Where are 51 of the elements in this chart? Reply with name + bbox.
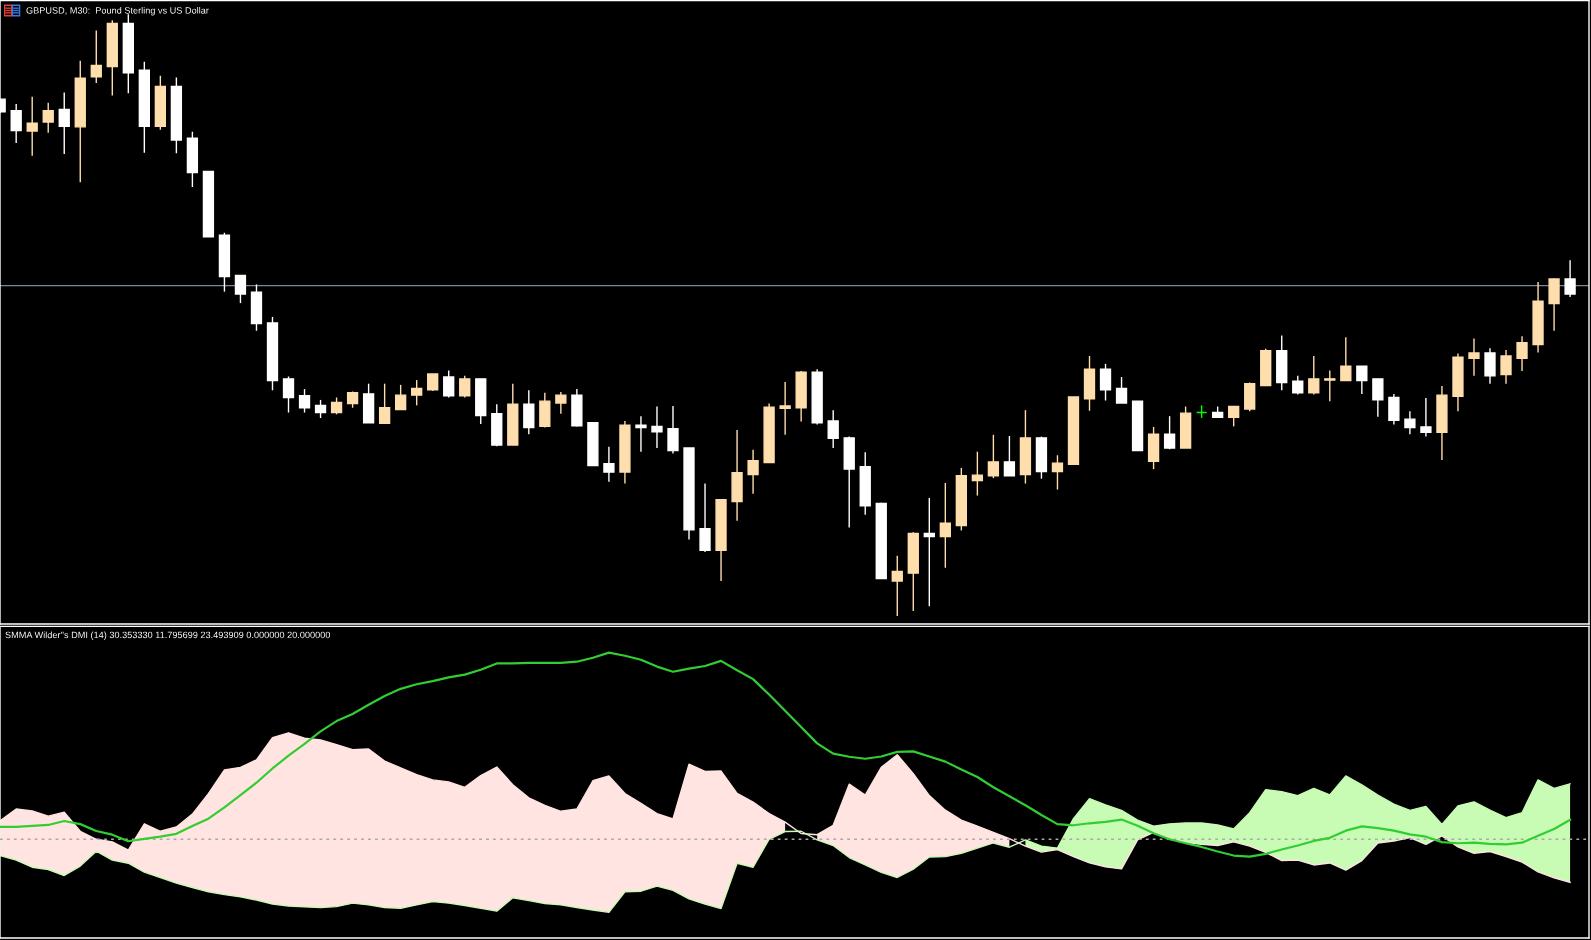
candlestick — [747, 449, 759, 495]
candlestick — [314, 399, 327, 419]
candlestick — [298, 388, 311, 414]
candlestick — [1484, 347, 1496, 385]
candlestick — [923, 497, 935, 607]
candlestick — [1308, 355, 1320, 396]
candlestick — [667, 405, 679, 455]
candlestick — [443, 369, 455, 399]
candlestick — [1356, 365, 1368, 395]
candlestick — [1115, 376, 1128, 404]
chart-title: GBPUSD, M30: Pound Sterling vs US Dollar — [26, 6, 209, 16]
candlestick — [1228, 405, 1240, 428]
candlestick — [10, 103, 22, 144]
candlestick — [779, 381, 791, 436]
candlestick — [26, 96, 38, 157]
candlestick — [1516, 335, 1528, 372]
candlestick — [459, 375, 471, 399]
candlestick — [282, 375, 295, 414]
candlestick — [555, 391, 567, 415]
candlestick — [939, 482, 951, 569]
candlestick — [1340, 336, 1352, 382]
candlestick — [1388, 393, 1400, 426]
candlestick — [651, 405, 663, 449]
candlestick — [1420, 397, 1432, 438]
candlestick — [411, 379, 423, 407]
candlestick — [1564, 259, 1576, 298]
candlestick — [1404, 410, 1416, 435]
candlestick — [42, 102, 54, 134]
candlestick — [1099, 363, 1112, 402]
candlestick — [234, 274, 247, 304]
candlestick — [827, 409, 839, 449]
candlestick — [58, 91, 70, 155]
candlestick — [699, 482, 711, 553]
candlestick — [90, 29, 102, 84]
candlestick — [1292, 375, 1304, 396]
candlestick — [1372, 378, 1384, 418]
candlestick — [378, 382, 391, 425]
candlestick — [1003, 435, 1016, 477]
candlestick — [523, 389, 535, 435]
candlestick — [1500, 349, 1512, 385]
candlestick — [987, 434, 1000, 479]
candlestick — [891, 555, 903, 617]
candlestick — [1163, 415, 1176, 450]
candlestick — [1051, 454, 1064, 491]
candlestick — [394, 384, 407, 411]
candlestick — [603, 446, 615, 483]
candlestick — [635, 415, 647, 453]
candlestick — [1324, 369, 1336, 402]
candlestick — [971, 450, 984, 497]
chart-title: SMMA Wilder''s DMI (14) 30.353330 11.795699 23.493909 0.000000 20.000000 — [5, 631, 331, 640]
candlestick — [1468, 337, 1480, 377]
